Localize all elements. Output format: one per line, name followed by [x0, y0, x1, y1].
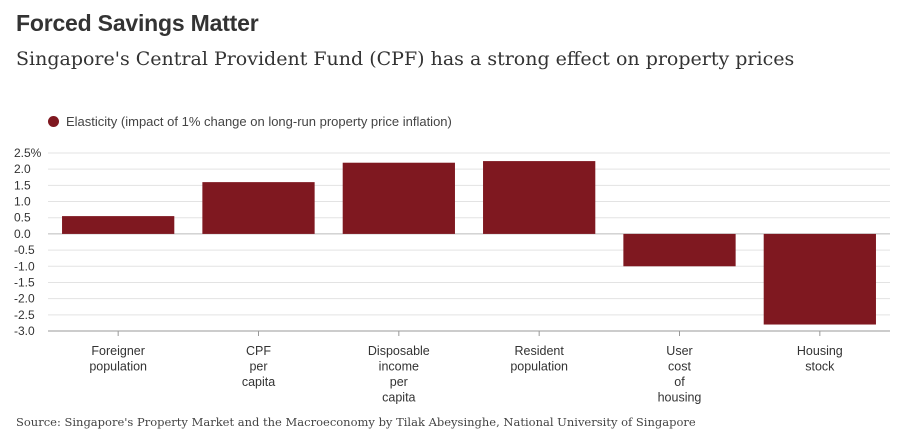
x-category-label: CPF per capita: [242, 344, 275, 389]
bar: [62, 216, 175, 234]
chart-title: Forced Savings Matter: [16, 10, 259, 36]
legend-swatch: [48, 116, 59, 127]
chart-subtitle: Singapore's Central Provident Fund (CPF)…: [16, 48, 795, 70]
legend-label: Elasticity (impact of 1% change on long-…: [66, 114, 452, 129]
y-tick-label: 1.5: [14, 178, 31, 192]
bar: [483, 161, 596, 234]
y-tick-label: -3.0: [14, 324, 35, 338]
source-note: Source: Singapore's Property Market and …: [16, 415, 696, 429]
y-tick-label: -1.5: [14, 275, 35, 289]
y-tick-label: 2.5%: [14, 146, 42, 160]
y-tick-label: -1.0: [14, 259, 35, 273]
legend: Elasticity (impact of 1% change on long-…: [48, 114, 452, 129]
y-tick-label: 0.0: [14, 227, 31, 241]
x-category-label: Resident population: [510, 344, 568, 374]
x-category-label: Disposable income per capita: [368, 344, 430, 405]
y-tick-label: -2.0: [14, 292, 35, 306]
bar: [342, 162, 455, 234]
x-category-label: User cost of housing: [658, 344, 702, 405]
bar: [763, 233, 876, 325]
x-category-label: Foreigner population: [89, 344, 147, 374]
y-tick-label: 0.5: [14, 211, 31, 225]
y-tick-label: -0.5: [14, 243, 35, 257]
x-category-label: Housing stock: [797, 344, 843, 374]
y-tick-label: 2.0: [14, 162, 31, 176]
y-tick-label: -2.5: [14, 308, 35, 322]
bar: [623, 233, 736, 267]
bar: [202, 182, 315, 234]
y-tick-label: 1.0: [14, 195, 31, 209]
